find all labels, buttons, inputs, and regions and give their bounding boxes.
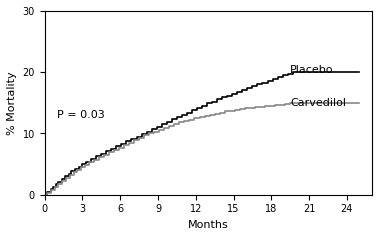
Text: P = 0.03: P = 0.03 xyxy=(57,110,105,120)
Placebo xyxy=(290,71,295,74)
Placebo xyxy=(72,168,77,170)
Carvedilol xyxy=(177,121,182,124)
Carvedilol xyxy=(357,101,362,104)
Placebo xyxy=(205,102,209,105)
Carvedilol xyxy=(75,168,80,171)
Placebo xyxy=(42,193,47,196)
Placebo xyxy=(357,71,362,74)
Placebo xyxy=(94,155,99,158)
Placebo xyxy=(119,142,124,145)
Carvedilol xyxy=(49,189,53,192)
Line: Placebo: Placebo xyxy=(45,72,359,195)
X-axis label: Months: Months xyxy=(188,220,229,230)
Placebo xyxy=(104,150,109,153)
Carvedilol xyxy=(102,154,106,156)
Text: Carvedilol: Carvedilol xyxy=(290,98,346,108)
Placebo xyxy=(114,145,119,148)
Carvedilol xyxy=(64,177,68,180)
Line: Carvedilol: Carvedilol xyxy=(45,103,359,195)
Text: Placebo: Placebo xyxy=(290,65,334,75)
Y-axis label: % Mortality: % Mortality xyxy=(7,71,17,135)
Carvedilol xyxy=(238,108,242,110)
Carvedilol xyxy=(42,193,47,196)
Carvedilol xyxy=(294,101,299,104)
